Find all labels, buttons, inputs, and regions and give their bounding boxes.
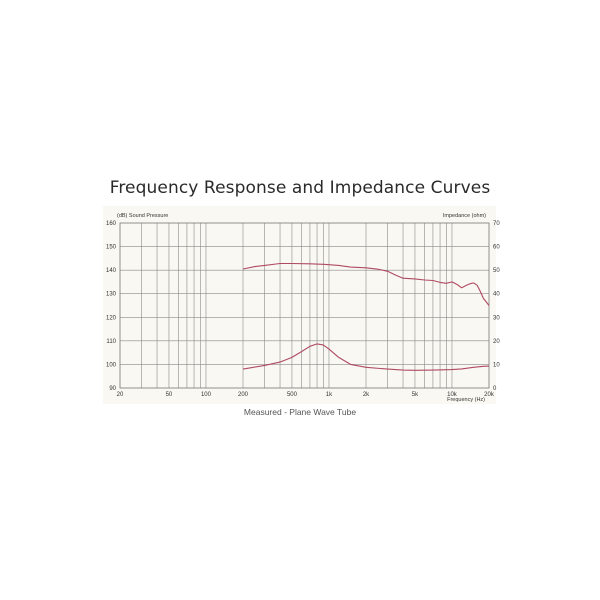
grid-lines: [120, 223, 489, 388]
y-right-tick-label: 60: [493, 245, 500, 251]
tick-labels: 20 50 100 200 500 1k 2k 5k 10k 20k901001101201301…: [106, 221, 500, 398]
y-left-tick-label: 90: [109, 386, 116, 392]
y-right-tick-label: 0: [493, 386, 497, 392]
x-axis-label: Frequency (Hz): [447, 397, 485, 403]
y-right-tick-label: 50: [493, 268, 500, 274]
y-right-tick-label: 40: [493, 292, 500, 298]
x-tick-label: 5k: [412, 392, 419, 398]
y-right-tick-label: 30: [493, 315, 500, 321]
x-tick-label: 20k: [484, 392, 495, 398]
right-axis-label: Impedance (ohm): [443, 213, 486, 219]
y-left-tick-label: 110: [106, 339, 116, 345]
curves: [242, 262, 490, 371]
sound-pressure-curve: [242, 262, 490, 306]
y-left-tick-label: 120: [106, 315, 117, 321]
chart-background: [103, 206, 496, 404]
x-tick-label: 2k: [363, 392, 370, 398]
left-axis-label: (dB) Sound Pressure: [117, 213, 168, 219]
y-left-tick-label: 140: [106, 268, 117, 274]
y-left-tick-label: 150: [106, 245, 117, 251]
y-left-tick-label: 130: [106, 292, 117, 298]
impedance-curve: [242, 343, 490, 371]
chart-caption: Measured - Plane Wave Tube: [243, 407, 357, 417]
y-right-tick-label: 70: [493, 221, 500, 227]
x-tick-label: 200: [238, 392, 249, 398]
y-right-tick-label: 20: [493, 339, 500, 345]
chart-title: Frequency Response and Impedance Curves: [109, 178, 491, 198]
x-tick-label: 100: [201, 392, 212, 398]
x-tick-label: 20: [117, 392, 124, 398]
y-left-tick-label: 160: [106, 221, 117, 227]
x-tick-label: 500: [287, 392, 298, 398]
x-tick-label: 1k: [326, 392, 333, 398]
x-tick-label: 50: [166, 392, 173, 398]
x-tick-label: 10k: [447, 392, 458, 398]
y-left-tick-label: 100: [106, 362, 117, 368]
y-right-tick-label: 10: [493, 362, 500, 368]
